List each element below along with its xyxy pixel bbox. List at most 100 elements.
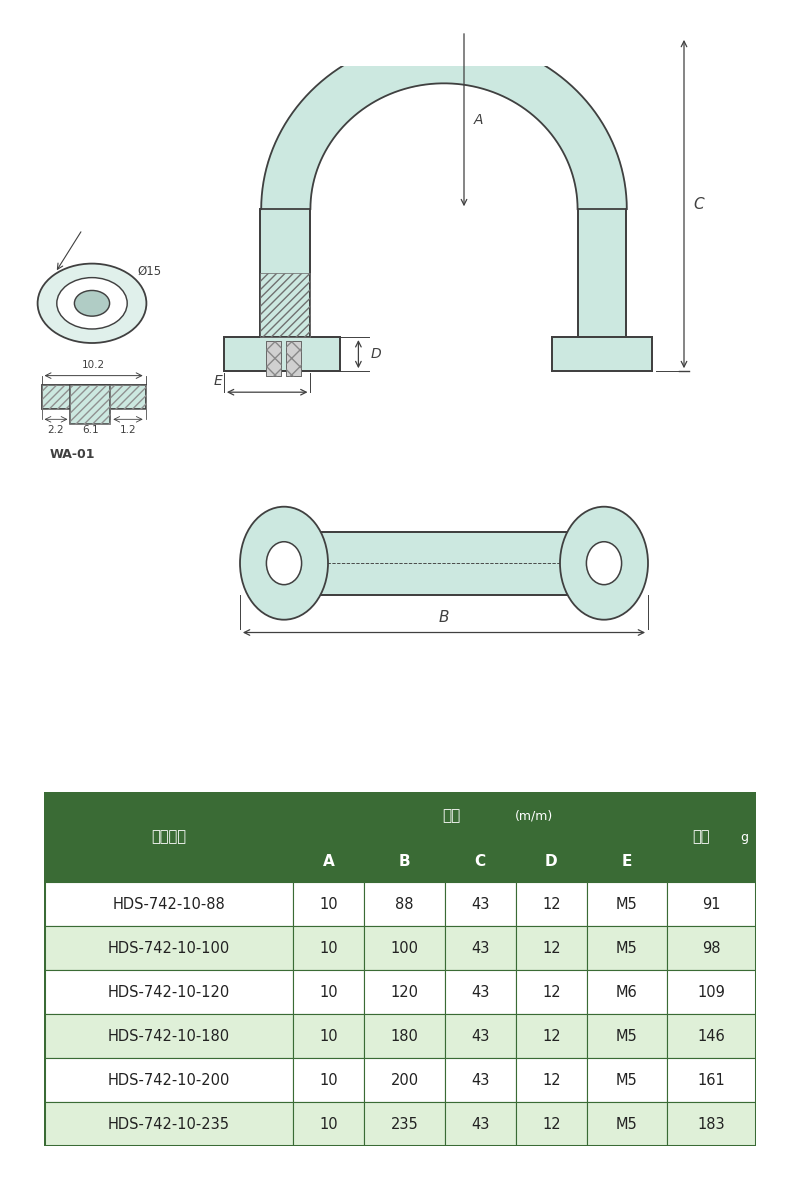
Bar [294, 792, 667, 840]
Bar [365, 882, 445, 926]
Bar [578, 209, 626, 337]
Text: 重量: 重量 [692, 829, 710, 845]
Bar [266, 341, 281, 377]
Text: D: D [370, 347, 381, 361]
Text: 43: 43 [471, 941, 490, 955]
Text: 88: 88 [395, 896, 414, 912]
Text: 10: 10 [319, 985, 338, 1000]
Text: M5: M5 [616, 1073, 638, 1087]
Bar [44, 1014, 294, 1058]
Text: 12: 12 [542, 1028, 561, 1044]
Text: A: A [323, 853, 334, 869]
Polygon shape [261, 37, 627, 209]
Text: 10: 10 [319, 941, 338, 955]
Bar [44, 926, 294, 970]
Bar [286, 341, 301, 377]
Text: M5: M5 [616, 1116, 638, 1132]
Text: 146: 146 [698, 1028, 726, 1044]
Bar [587, 970, 667, 1014]
Text: M6: M6 [616, 985, 638, 1000]
Bar [260, 209, 310, 337]
Text: 100: 100 [390, 941, 418, 955]
Text: 12: 12 [542, 1073, 561, 1087]
Text: g: g [740, 832, 748, 845]
Bar [286, 341, 301, 377]
Text: WA-01: WA-01 [50, 448, 94, 461]
Ellipse shape [266, 541, 302, 584]
Text: 91: 91 [702, 896, 721, 912]
Text: 12: 12 [542, 1116, 561, 1132]
Bar [445, 882, 516, 926]
Bar [445, 1058, 516, 1102]
Bar [445, 840, 516, 882]
Bar [445, 1014, 516, 1058]
Text: 10: 10 [319, 1116, 338, 1132]
Text: 產品型號: 產品型號 [151, 829, 186, 845]
Text: C: C [694, 197, 704, 211]
Bar [70, 385, 110, 424]
Bar [294, 882, 365, 926]
Bar [516, 840, 587, 882]
Text: 180: 180 [390, 1028, 418, 1044]
Text: 109: 109 [698, 985, 726, 1000]
Text: 10.2: 10.2 [82, 360, 105, 371]
Bar [587, 840, 667, 882]
Bar [294, 970, 365, 1014]
Text: 98: 98 [702, 941, 721, 955]
Bar [587, 882, 667, 926]
Text: HDS-742-10-180: HDS-742-10-180 [107, 1028, 230, 1044]
Bar [516, 1102, 587, 1146]
Text: 43: 43 [471, 896, 490, 912]
Ellipse shape [240, 506, 328, 619]
Bar [365, 1014, 445, 1058]
Ellipse shape [586, 541, 622, 584]
Text: M5: M5 [616, 941, 638, 955]
Bar [516, 882, 587, 926]
Bar [365, 926, 445, 970]
Bar [667, 1014, 756, 1058]
Text: B: B [398, 853, 410, 869]
Bar [516, 970, 587, 1014]
Bar [587, 1102, 667, 1146]
Ellipse shape [74, 290, 110, 316]
Bar [294, 1102, 365, 1146]
Bar [365, 970, 445, 1014]
Text: 10: 10 [319, 1028, 338, 1044]
Bar [44, 1102, 294, 1146]
Bar [667, 792, 756, 882]
Bar [587, 1014, 667, 1058]
Bar [44, 882, 294, 926]
Text: 200: 200 [390, 1073, 418, 1087]
Text: 120: 120 [390, 985, 418, 1000]
Text: (m/m): (m/m) [514, 809, 553, 822]
Text: C: C [474, 853, 486, 869]
Bar [516, 1058, 587, 1102]
Bar [42, 385, 146, 409]
Text: A: A [474, 113, 483, 127]
Ellipse shape [57, 277, 127, 329]
Bar [294, 840, 365, 882]
Bar [365, 1058, 445, 1102]
Text: 43: 43 [471, 1073, 490, 1087]
Bar [516, 926, 587, 970]
Bar [667, 926, 756, 970]
Bar [42, 385, 146, 409]
Bar [224, 337, 340, 371]
Text: HDS-742-10-100: HDS-742-10-100 [107, 941, 230, 955]
Bar [44, 970, 294, 1014]
Bar [266, 341, 281, 377]
Bar [365, 840, 445, 882]
Text: M5: M5 [616, 1028, 638, 1044]
Text: 10: 10 [319, 1073, 338, 1087]
Text: 12: 12 [542, 985, 561, 1000]
Text: M5: M5 [616, 896, 638, 912]
Bar [44, 1058, 294, 1102]
Text: 12: 12 [542, 941, 561, 955]
Bar [667, 1102, 756, 1146]
Bar [445, 1102, 516, 1146]
Text: 183: 183 [698, 1116, 726, 1132]
Bar [445, 926, 516, 970]
Bar [445, 970, 516, 1014]
Text: 2.2: 2.2 [48, 425, 64, 436]
Bar [552, 337, 652, 371]
